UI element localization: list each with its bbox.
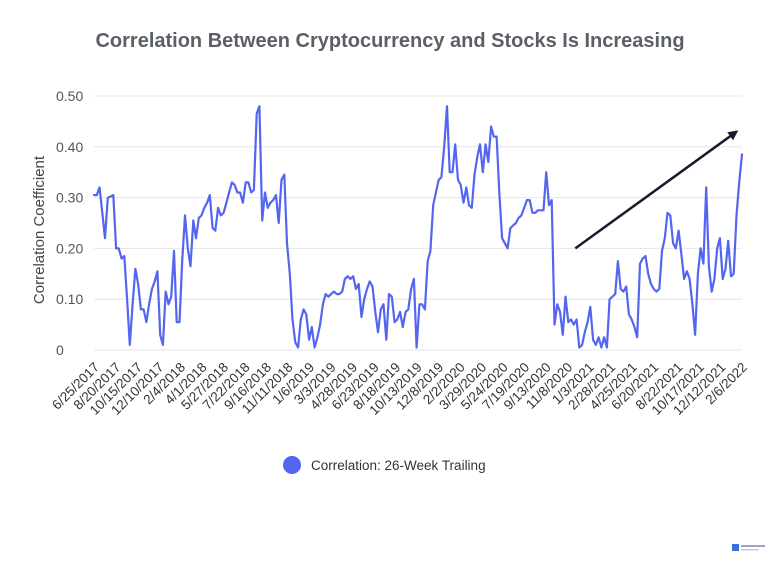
x-axis-ticks: 6/25/20178/20/201710/15/201712/10/20172/…: [49, 360, 750, 418]
y-tick-label: 0.10: [56, 291, 83, 307]
brand-logo-icon: [732, 544, 765, 551]
y-tick-label: 0: [56, 342, 64, 358]
y-tick-label: 0.50: [56, 88, 83, 104]
legend-swatch-icon: [283, 456, 301, 474]
legend-label: Correlation: 26-Week Trailing: [311, 457, 486, 473]
y-tick-label: 0.40: [56, 139, 83, 155]
chart-title: Correlation Between Cryptocurrency and S…: [95, 30, 685, 52]
gridlines: [94, 95, 742, 351]
trend-arrow: [574, 130, 739, 250]
y-tick-label: 0.30: [56, 190, 83, 206]
y-tick-label: 0.20: [56, 240, 83, 256]
series-line-26-week-trailing[interactable]: [92, 105, 744, 349]
legend[interactable]: Correlation: 26-Week Trailing: [283, 456, 486, 474]
y-axis-title: Correlation Coefficient: [31, 155, 48, 304]
y-axis-ticks: 0.50 0.40 0.30 0.20 0.10 0: [56, 88, 83, 358]
